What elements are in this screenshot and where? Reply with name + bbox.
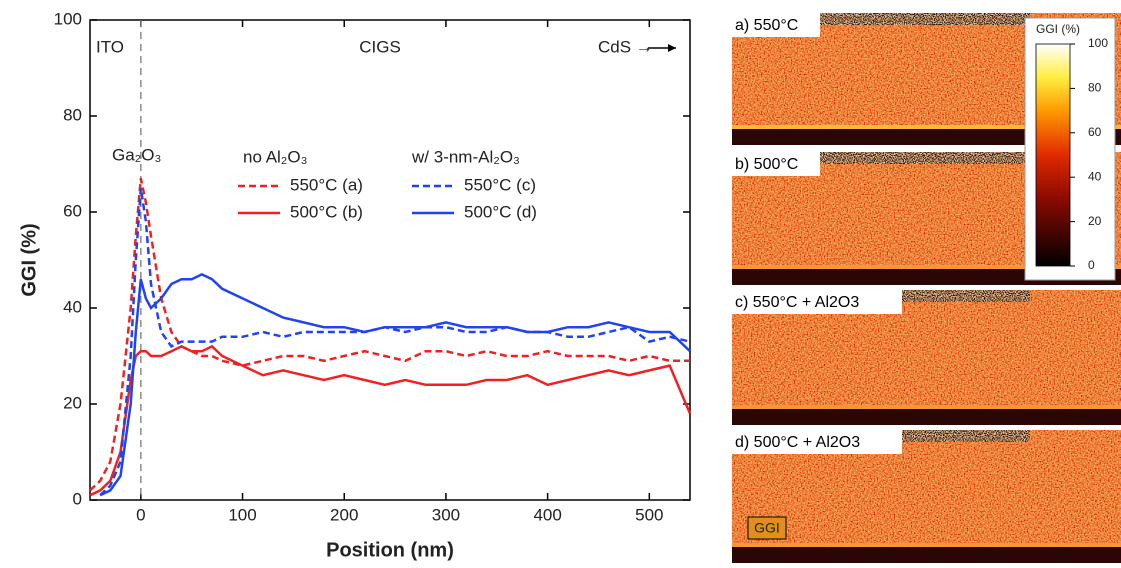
x-tick-label: 400	[533, 505, 561, 524]
substrate-band	[732, 129, 1121, 145]
interface-band	[732, 265, 1121, 269]
interface-band	[732, 405, 1121, 409]
interface-band	[732, 125, 1121, 129]
substrate-band	[732, 269, 1121, 285]
legend-group: no Al₂O₃	[243, 147, 308, 166]
series-line	[89, 344, 692, 497]
label-bg	[732, 430, 902, 454]
panel-label: c) 550°C + Al2O3	[735, 294, 859, 311]
annotation: CIGS	[359, 37, 401, 56]
annotation: ITO	[96, 37, 124, 56]
substrate-band	[732, 547, 1121, 563]
label-bg	[732, 152, 820, 176]
colorbar-tick-label: 0	[1088, 258, 1095, 272]
colorbar-tick-label: 100	[1088, 36, 1108, 50]
series-line	[99, 187, 691, 497]
legend-label: 550°C (c)	[464, 175, 536, 194]
x-tick-label: 100	[228, 505, 256, 524]
arrow-head	[668, 44, 676, 52]
speckle-strip	[880, 290, 1030, 302]
x-tick-label: 0	[136, 505, 145, 524]
y-tick-label: 0	[73, 489, 82, 508]
x-tick-label: 200	[330, 505, 358, 524]
annotation: Ga₂O₃	[112, 145, 161, 164]
line-plot: 0 20 40 60 80 100 0 100 200 300 400 500 Position (nm…	[18, 9, 692, 561]
colorbar-title: GGI (%)	[1036, 22, 1080, 36]
colorbar	[1035, 43, 1071, 267]
speckle-strip	[820, 152, 1030, 164]
y-axis-label: GGI (%)	[18, 223, 40, 296]
series-line	[99, 273, 691, 497]
x-tick-label: 500	[635, 505, 663, 524]
colorbar-tick-label: 60	[1088, 125, 1102, 139]
substrate-band	[732, 409, 1121, 425]
y-tick-label: 20	[63, 393, 82, 412]
annotation: CdS →	[598, 37, 653, 56]
map-panels: a) 550°C b) 500°C c) 550°C + Al2O3 d) 500°C…	[732, 13, 1121, 563]
x-axis-label: Position (nm)	[326, 539, 454, 561]
series-line	[89, 178, 690, 492]
speckle-strip	[820, 13, 1030, 25]
y-tick-label: 100	[54, 9, 82, 28]
inset-label: GGI	[754, 520, 780, 536]
legend-group: w/ 3-nm-Al₂O₃	[411, 147, 520, 166]
colorbar-tick-label: 20	[1088, 214, 1102, 228]
y-tick-label: 60	[63, 201, 82, 220]
label-bg	[732, 13, 820, 37]
speckle-strip	[880, 430, 1030, 442]
colorbar-tick-label: 80	[1088, 81, 1102, 95]
panel-label: a) 550°C	[735, 17, 798, 34]
legend-label: 550°C (a)	[290, 175, 363, 194]
legend-label: 500°C (b)	[290, 202, 363, 221]
y-tick-label: 40	[63, 297, 82, 316]
y-tick-label: 80	[63, 105, 82, 124]
plot-frame	[89, 19, 691, 501]
legend-label: 500°C (d)	[464, 202, 537, 221]
panel-label: b) 500°C	[735, 156, 798, 173]
x-tick-label: 300	[432, 505, 460, 524]
inset-box	[747, 516, 787, 540]
panel-label: d) 500°C + Al2O3	[735, 434, 860, 451]
colorbar-tick-label: 40	[1088, 169, 1102, 183]
interface-band	[732, 543, 1121, 547]
label-bg	[732, 290, 902, 314]
